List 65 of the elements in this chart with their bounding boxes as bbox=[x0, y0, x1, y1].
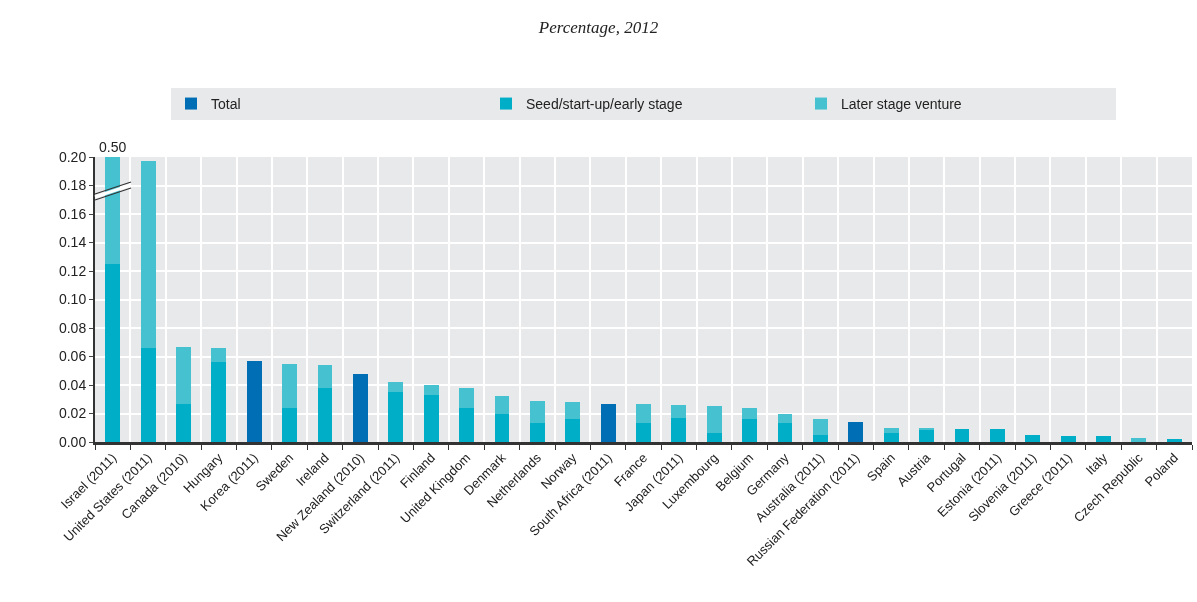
legend-label: Seed/start-up/early stage bbox=[526, 96, 683, 113]
bar bbox=[529, 423, 545, 442]
bar bbox=[423, 385, 439, 395]
bar bbox=[105, 263, 121, 442]
y-tick-label: 0.06 bbox=[58, 348, 87, 365]
bar bbox=[352, 373, 368, 442]
y-tick-label: 0.10 bbox=[58, 291, 87, 308]
y-tick-label: 0.00 bbox=[58, 433, 87, 450]
bar bbox=[317, 387, 333, 442]
y-tick-label: 0.02 bbox=[58, 405, 87, 422]
bar bbox=[989, 429, 1005, 442]
bar bbox=[565, 402, 581, 420]
bar bbox=[742, 407, 758, 420]
chart-title: Percentage, 2012 bbox=[537, 17, 659, 37]
bar bbox=[317, 365, 333, 388]
bar bbox=[1096, 436, 1111, 442]
y-tick-label: 0.04 bbox=[58, 376, 87, 393]
bar bbox=[706, 433, 722, 442]
bar bbox=[140, 161, 156, 348]
bar bbox=[423, 394, 439, 442]
bar bbox=[459, 407, 474, 442]
bar bbox=[919, 429, 935, 442]
y-tick-label: 0.20 bbox=[58, 148, 87, 165]
y-tick-label: 0.16 bbox=[58, 205, 87, 222]
bar bbox=[1131, 437, 1147, 442]
bar bbox=[176, 346, 191, 404]
bar bbox=[636, 403, 651, 424]
bar bbox=[636, 423, 651, 442]
y-tick-label: 0.14 bbox=[58, 234, 87, 251]
y-tick-label: 0.18 bbox=[58, 177, 87, 194]
bar bbox=[282, 363, 298, 408]
bar bbox=[706, 406, 722, 434]
bar bbox=[565, 419, 581, 442]
bar bbox=[848, 422, 864, 442]
bar bbox=[742, 419, 758, 442]
legend-label: Total bbox=[211, 96, 241, 113]
bar bbox=[529, 400, 545, 424]
bar bbox=[813, 419, 828, 435]
bar bbox=[671, 404, 687, 418]
bar bbox=[1166, 439, 1182, 442]
bar bbox=[813, 434, 828, 442]
bar bbox=[600, 403, 616, 442]
bar bbox=[1025, 434, 1041, 442]
annotation: 0.50 bbox=[99, 139, 127, 155]
y-tick-label: 0.12 bbox=[58, 262, 87, 279]
bar bbox=[388, 382, 404, 393]
y-tick-label: 0.08 bbox=[58, 319, 87, 336]
bar bbox=[246, 360, 262, 442]
bar bbox=[140, 347, 156, 442]
legend-label: Later stage venture bbox=[841, 96, 962, 113]
bar bbox=[282, 407, 298, 442]
bar bbox=[954, 429, 970, 442]
bar bbox=[883, 433, 899, 442]
bar bbox=[1060, 436, 1076, 442]
bar bbox=[388, 392, 404, 442]
bar bbox=[919, 427, 935, 430]
bar bbox=[777, 423, 793, 442]
bar bbox=[211, 362, 227, 442]
bar bbox=[459, 387, 474, 408]
bar bbox=[211, 347, 227, 363]
bar bbox=[494, 396, 510, 414]
bar bbox=[671, 417, 687, 442]
bar bbox=[105, 157, 121, 264]
bar bbox=[494, 413, 510, 442]
bar bbox=[176, 403, 191, 442]
